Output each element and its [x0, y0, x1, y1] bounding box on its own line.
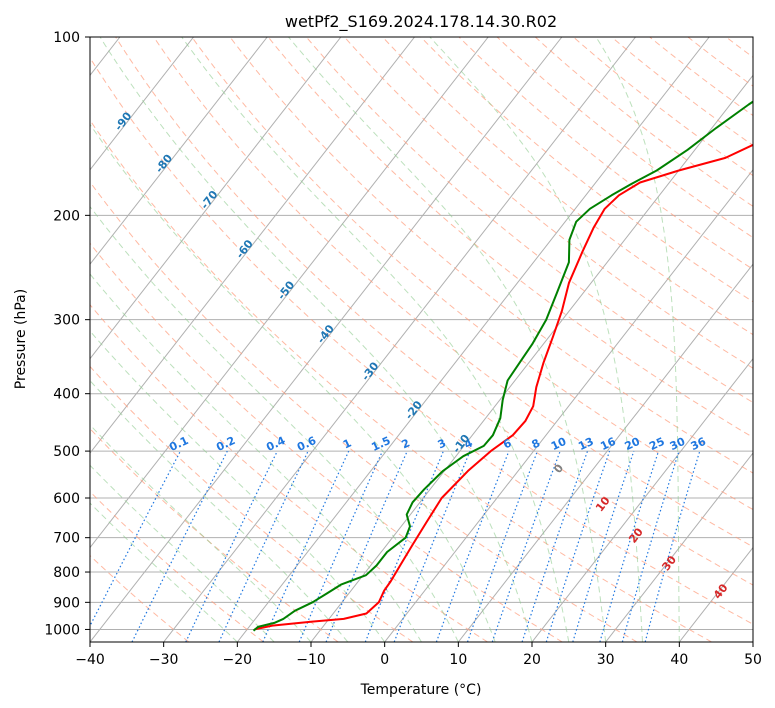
temperature-profile-line — [254, 143, 753, 631]
y-tick-label: 200 — [53, 208, 80, 224]
isotherm-line — [90, 37, 415, 454]
dry-adiabat-line — [90, 365, 414, 642]
x-tick-label: −40 — [75, 652, 105, 668]
dry-adiabat-line — [458, 37, 753, 270]
dry-adiabat-line — [153, 37, 753, 548]
mixing-ratio-label: 16 — [598, 435, 618, 453]
isotherm-line — [163, 37, 636, 642]
mixing-ratio-label: 25 — [647, 435, 666, 453]
x-tick-label: 10 — [449, 652, 467, 668]
dry-adiabat-line — [267, 37, 753, 438]
mixing-ratio-line — [491, 450, 561, 642]
y-tick-label: 700 — [53, 531, 80, 547]
moist-adiabat-line — [90, 424, 312, 642]
mixing-ratio-line — [599, 450, 660, 642]
isotherm-line — [605, 452, 753, 642]
dry-adiabat-line — [344, 37, 753, 369]
line-labels: 0.10.20.40.611.52346810131620253036-100-… — [90, 67, 731, 602]
axes: −40 −30 −20 −10 0 10 20 30 40 50 1000 900 800 700 600 5… — [44, 30, 762, 668]
y-tick-label: 900 — [53, 595, 80, 611]
mixing-ratio-line — [521, 450, 589, 642]
moist-adiabat-line — [90, 123, 496, 642]
mixing-ratio-line — [393, 450, 471, 642]
isotherm-line — [531, 357, 753, 642]
mixing-ratio-line — [435, 450, 510, 642]
mixing-ratio-line — [545, 450, 611, 642]
dry-adiabat-line — [420, 37, 753, 303]
x-tick-label: 20 — [523, 652, 541, 668]
chart-title: wetPf2_S169.2024.178.14.30.R02 — [285, 12, 557, 32]
dry-adiabat-line — [90, 181, 638, 642]
isotherm-line — [236, 37, 710, 642]
isotherm-line — [90, 37, 563, 642]
isotherm-line — [384, 168, 753, 642]
x-tick-label: 30 — [597, 652, 615, 668]
dry-adiabat-line — [90, 242, 563, 642]
mixing-ratio-line — [262, 450, 350, 642]
moist-adiabat-line — [181, 37, 570, 642]
y-tick-label: 500 — [53, 444, 80, 460]
y-tick-label: 300 — [53, 313, 80, 329]
plot-frame — [89, 36, 754, 643]
mixing-ratio-label: 20 — [623, 435, 643, 453]
isotherm-line — [90, 37, 194, 171]
profile-series — [252, 100, 753, 632]
mixing-ratio-line — [325, 450, 408, 642]
dewpoint-profile-line — [252, 100, 753, 632]
mixing-ratio-line — [298, 450, 384, 642]
mixing-ratio-label: 13 — [576, 435, 595, 453]
background-lines — [90, 37, 753, 642]
dry-adiabat-line — [229, 37, 753, 474]
x-tick-label: −10 — [296, 652, 326, 668]
moist-adiabat-line — [90, 330, 386, 642]
x-tick-label: −20 — [223, 652, 253, 668]
moist-adiabat-line — [90, 273, 422, 642]
y-axis-title: Pressure (hPa) — [13, 289, 29, 389]
isotherm-line — [457, 263, 753, 642]
mixing-ratio-line — [466, 450, 538, 642]
mixing-ratio-line — [364, 450, 444, 642]
moist-adiabat-line — [99, 37, 533, 642]
mixing-ratio-line — [644, 450, 701, 642]
x-axis-title: Temperature (°C) — [360, 682, 482, 698]
moist-adiabat-line — [595, 37, 680, 642]
dry-adiabat-line — [382, 37, 753, 336]
mixing-ratio-line — [131, 450, 228, 642]
mixing-ratio-label: 36 — [689, 435, 709, 453]
mixing-ratio-line — [621, 450, 680, 642]
mixing-ratio-line — [572, 450, 635, 642]
isotherm-line — [90, 37, 489, 549]
dry-adiabat-line — [305, 37, 753, 404]
x-tick-label: 40 — [670, 652, 688, 668]
plot-area: 0.10.20.40.611.52346810131620253036-100-… — [90, 37, 753, 642]
y-tick-label: 600 — [53, 491, 80, 507]
dry-adiabat-line — [115, 37, 753, 586]
x-tick-label: 50 — [744, 652, 762, 668]
moist-adiabat-line — [429, 37, 643, 642]
dry-adiabat-line — [611, 37, 753, 146]
y-tick-label: 400 — [53, 387, 80, 403]
y-tick-label: 1000 — [44, 622, 80, 638]
x-tick-label: −30 — [149, 652, 179, 668]
dry-adiabat-line — [90, 56, 753, 625]
y-tick-label: 100 — [53, 30, 80, 46]
mixing-ratio-label: 30 — [668, 435, 688, 453]
mixing-ratio-label: 10 — [549, 435, 569, 453]
isotherm-line — [90, 37, 268, 266]
x-tick-label: 0 — [380, 652, 389, 668]
y-tick-label: 800 — [53, 565, 80, 581]
